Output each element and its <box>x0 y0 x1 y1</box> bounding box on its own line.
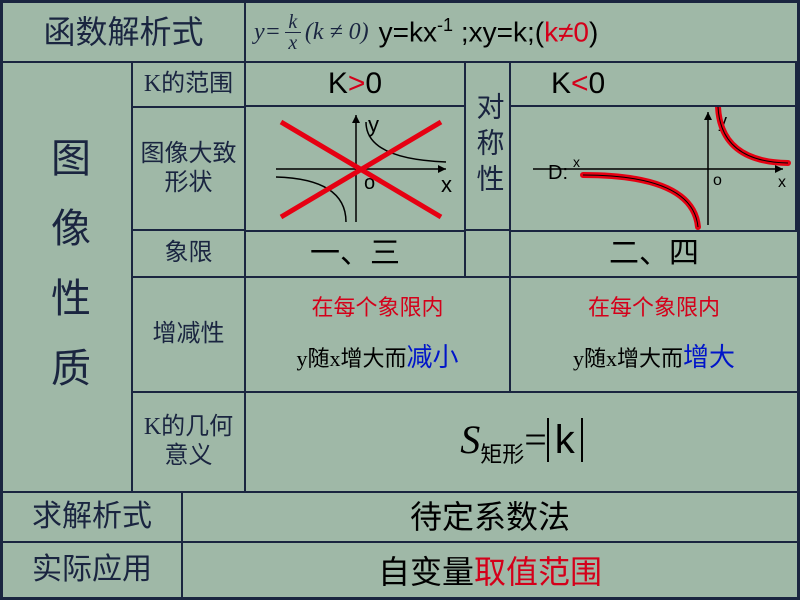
label-quadrant: 象限 <box>165 239 213 268</box>
svg-text:x: x <box>778 174 786 191</box>
row-solve: 求解析式 待定系数法 <box>3 493 797 543</box>
inner-grid: K的范围 图像大致形状 象限 K>0 <box>133 63 797 491</box>
svg-text:o: o <box>713 172 722 189</box>
label-monotone: 增减性 <box>153 320 225 349</box>
mono-pos-2: y随x增大而减小 <box>296 337 458 379</box>
formula-plain: y=kx-1 ;xy=k;(k≠0) <box>379 15 599 48</box>
mono-pos-1: 在每个象限内 <box>311 290 443 325</box>
apply-value: 自变量取值范围 <box>378 547 602 593</box>
kneg-col: K<0 y x o D: x <box>511 63 797 276</box>
formula-label: 函数解析式 <box>43 13 203 51</box>
label-kgeom: K的几何意义 <box>133 413 244 471</box>
row-main: 图像性质 K的范围 图像大致形状 象限 <box>3 63 797 493</box>
svg-text:y: y <box>368 112 379 137</box>
graph-kneg: y x o D: x <box>513 107 793 230</box>
graph-block: K的范围 图像大致形状 象限 K>0 <box>133 63 797 278</box>
monotone-row: 增减性 在每个象限内 y随x增大而减小 在每个象限内 y随x增大而增大 <box>133 278 797 393</box>
row-apply: 实际应用 自变量取值范围 <box>3 543 797 597</box>
kpos-col: K>0 y x o <box>246 63 466 276</box>
label-krange: K的范围 <box>144 70 233 99</box>
symmetry-label: 对称性 <box>468 92 508 200</box>
formula-cell: y = k x (k ≠ 0) y=kx-1 ;xy=k;(k≠0) <box>246 3 797 61</box>
kpos-text: K>0 <box>328 67 382 101</box>
symmetry-col: 对称性 <box>466 63 511 276</box>
svg-text:x: x <box>573 154 580 170</box>
big-label: 图像性质 <box>38 137 96 417</box>
graph-labels-col: K的范围 图像大致形状 象限 <box>133 63 246 276</box>
quad-neg: 二、四 <box>609 236 699 272</box>
svg-text:x: x <box>441 172 452 197</box>
graph-kpos: y x o <box>246 107 464 230</box>
kneg-text: K<0 <box>551 67 605 101</box>
formula-label-cell: 函数解析式 <box>3 3 246 61</box>
svg-text:D:: D: <box>548 162 568 184</box>
label-shape: 图像大致形状 <box>133 140 244 198</box>
mono-neg-1: 在每个象限内 <box>588 290 720 325</box>
quad-pos: 一、三 <box>310 236 400 272</box>
mono-neg-2: y随x增大而增大 <box>573 337 735 379</box>
solve-value: 待定系数法 <box>410 498 570 536</box>
table-frame: 函数解析式 y = k x (k ≠ 0) y=kx-1 ;xy=k;(k≠0)… <box>0 0 800 600</box>
kgeom-row: K的几何意义 S矩形=k <box>133 393 797 491</box>
row-formula: 函数解析式 y = k x (k ≠ 0) y=kx-1 ;xy=k;(k≠0) <box>3 3 797 63</box>
kgeom-formula: S矩形=k <box>460 416 583 469</box>
big-label-cell: 图像性质 <box>3 63 133 491</box>
apply-label: 实际应用 <box>32 552 152 588</box>
solve-label: 求解析式 <box>32 499 152 535</box>
formula-italic: y = k x (k ≠ 0) <box>254 12 369 53</box>
